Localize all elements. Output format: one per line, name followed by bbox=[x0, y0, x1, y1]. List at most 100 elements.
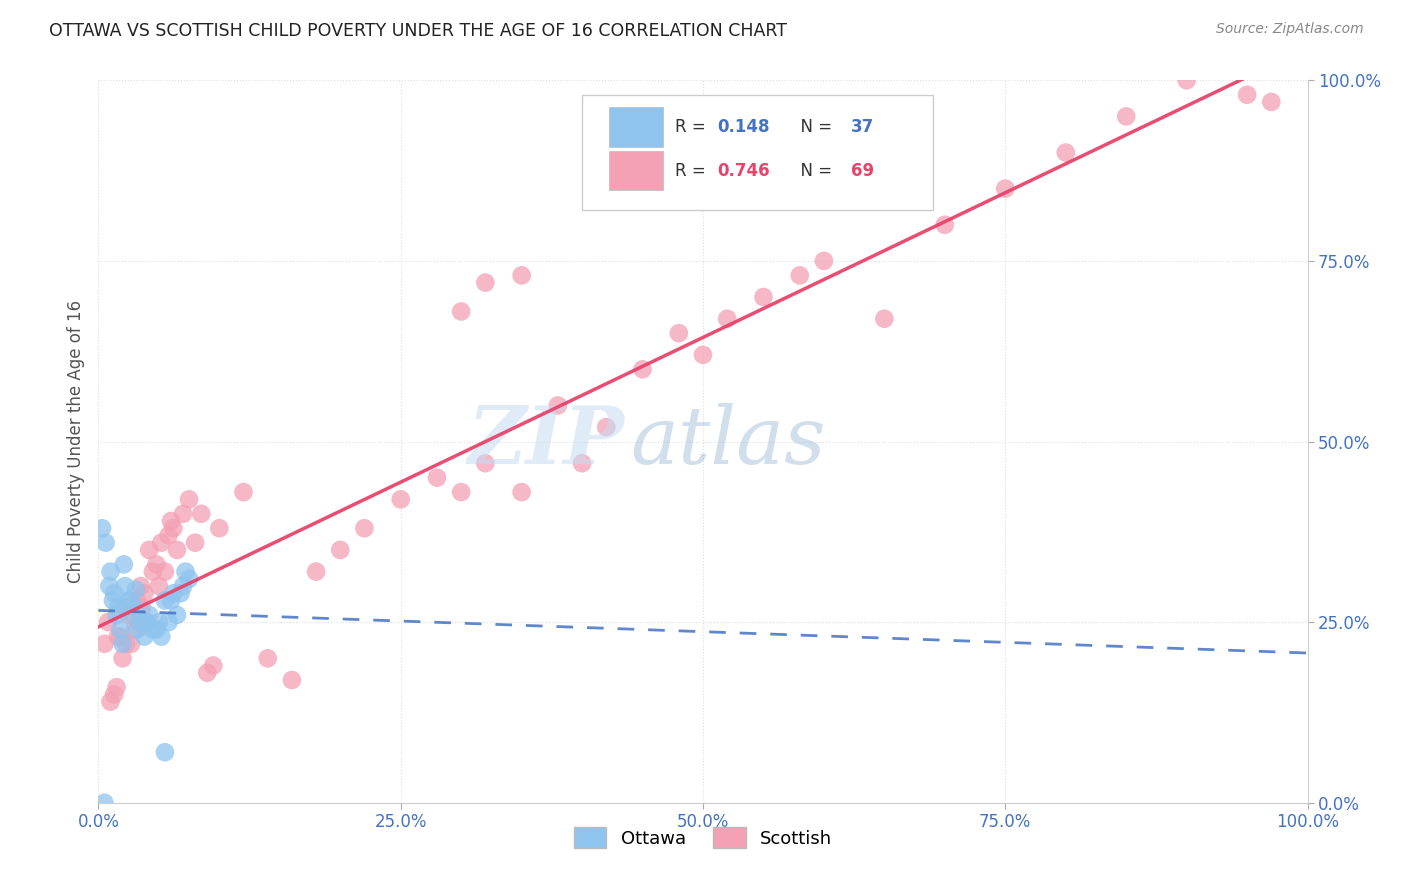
Point bbox=[389, 492, 412, 507]
Point bbox=[107, 630, 129, 644]
Point bbox=[179, 572, 201, 586]
Y-axis label: Child Poverty Under the Age of 16: Child Poverty Under the Age of 16 bbox=[66, 300, 84, 583]
Text: 0.148: 0.148 bbox=[717, 119, 770, 136]
Point bbox=[162, 586, 184, 600]
Point bbox=[195, 665, 218, 680]
Text: 69: 69 bbox=[851, 161, 873, 179]
Point bbox=[127, 623, 149, 637]
Point bbox=[129, 615, 152, 630]
Point bbox=[157, 528, 180, 542]
Point bbox=[166, 542, 188, 557]
Point bbox=[595, 420, 617, 434]
Point bbox=[105, 680, 128, 694]
Text: ZIP: ZIP bbox=[468, 403, 624, 480]
Text: atlas: atlas bbox=[630, 403, 825, 480]
Point bbox=[994, 182, 1017, 196]
FancyBboxPatch shape bbox=[609, 107, 664, 147]
Point bbox=[150, 630, 173, 644]
Point bbox=[160, 593, 183, 607]
Point bbox=[450, 304, 472, 318]
Point bbox=[353, 521, 375, 535]
Point bbox=[232, 485, 254, 500]
Point bbox=[111, 637, 134, 651]
Point bbox=[305, 565, 328, 579]
Text: 37: 37 bbox=[851, 119, 873, 136]
Point bbox=[114, 600, 136, 615]
FancyBboxPatch shape bbox=[582, 95, 932, 211]
Point bbox=[111, 651, 134, 665]
Point bbox=[142, 623, 165, 637]
Point bbox=[153, 565, 176, 579]
Text: N =: N = bbox=[790, 161, 838, 179]
Point bbox=[148, 615, 170, 630]
Point bbox=[98, 579, 121, 593]
Point bbox=[692, 348, 714, 362]
Point bbox=[124, 623, 146, 637]
Legend: Ottawa, Scottish: Ottawa, Scottish bbox=[567, 820, 839, 855]
Point bbox=[179, 492, 201, 507]
Point bbox=[94, 535, 117, 549]
Point bbox=[202, 658, 225, 673]
Point bbox=[813, 253, 835, 268]
Point bbox=[571, 456, 593, 470]
Point bbox=[716, 311, 738, 326]
Point bbox=[125, 582, 148, 597]
Point bbox=[547, 398, 569, 412]
Point bbox=[190, 507, 212, 521]
Point bbox=[873, 311, 896, 326]
Point bbox=[142, 565, 165, 579]
Point bbox=[129, 579, 152, 593]
Point bbox=[108, 623, 131, 637]
Point bbox=[450, 485, 472, 500]
Point bbox=[131, 600, 153, 615]
Point bbox=[208, 521, 231, 535]
Point bbox=[281, 673, 304, 687]
Text: OTTAWA VS SCOTTISH CHILD POVERTY UNDER THE AGE OF 16 CORRELATION CHART: OTTAWA VS SCOTTISH CHILD POVERTY UNDER T… bbox=[49, 22, 787, 40]
Point bbox=[135, 615, 157, 630]
Point bbox=[510, 485, 533, 500]
Point bbox=[174, 565, 197, 579]
Point bbox=[752, 290, 775, 304]
Point bbox=[145, 623, 167, 637]
Point bbox=[172, 507, 194, 521]
Text: R =: R = bbox=[675, 119, 711, 136]
Point bbox=[93, 796, 115, 810]
Point bbox=[97, 615, 120, 630]
Point bbox=[124, 600, 146, 615]
Point bbox=[135, 615, 157, 630]
Point bbox=[121, 607, 143, 622]
Point bbox=[162, 521, 184, 535]
Point bbox=[112, 558, 135, 572]
Text: 0.746: 0.746 bbox=[717, 161, 770, 179]
Point bbox=[118, 593, 141, 607]
Point bbox=[103, 687, 125, 701]
Point bbox=[329, 542, 352, 557]
Point bbox=[1236, 87, 1258, 102]
Point bbox=[101, 593, 124, 607]
Point bbox=[103, 586, 125, 600]
Point bbox=[105, 607, 128, 622]
Point bbox=[789, 268, 811, 283]
Point bbox=[668, 326, 690, 341]
Point bbox=[157, 615, 180, 630]
Point bbox=[631, 362, 654, 376]
Point bbox=[108, 630, 131, 644]
Text: R =: R = bbox=[675, 161, 711, 179]
Point bbox=[134, 586, 156, 600]
Text: Source: ZipAtlas.com: Source: ZipAtlas.com bbox=[1216, 22, 1364, 37]
Point bbox=[100, 695, 122, 709]
Point bbox=[145, 558, 167, 572]
Point bbox=[153, 593, 176, 607]
Point bbox=[160, 514, 183, 528]
Point bbox=[153, 745, 176, 759]
Point bbox=[474, 276, 496, 290]
Point bbox=[166, 607, 188, 622]
Point bbox=[1115, 109, 1137, 123]
Point bbox=[91, 521, 114, 535]
Point bbox=[1260, 95, 1282, 109]
Point bbox=[127, 593, 149, 607]
Point bbox=[184, 535, 207, 549]
FancyBboxPatch shape bbox=[609, 151, 664, 191]
Point bbox=[510, 268, 533, 283]
Point bbox=[256, 651, 278, 665]
